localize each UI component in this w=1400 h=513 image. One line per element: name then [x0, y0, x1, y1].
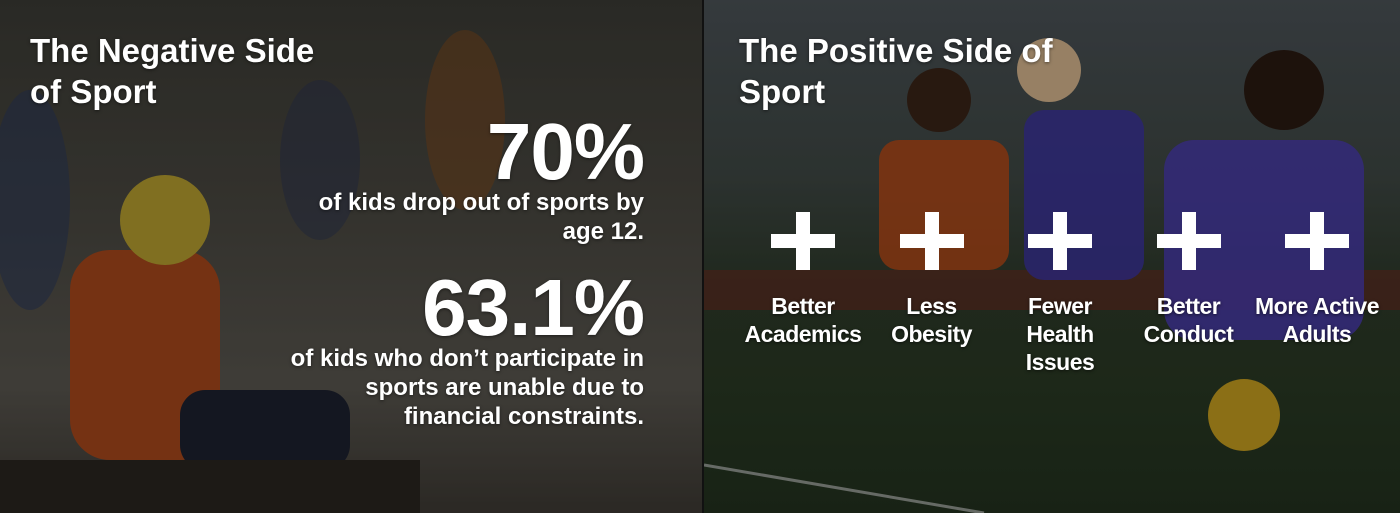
stat: 70% of kids drop out of sports by age 12… [314, 107, 645, 246]
background-photo [0, 30, 505, 513]
positive-panel: The Positive Side of Sport Better Academ… [704, 0, 1400, 513]
plus-icon [1285, 212, 1349, 270]
plus-shape [771, 212, 835, 270]
benefit-label: More Active Adults [1254, 293, 1380, 347]
plus-icon [771, 212, 835, 270]
benefit: More Active Adults [1252, 212, 1382, 348]
stat-text: of kids drop out of sports by age 12. [318, 189, 644, 245]
plus-icon [1156, 212, 1221, 270]
plus-shape [899, 212, 964, 270]
plus-icon [1028, 212, 1092, 270]
panel-title: The Negative Side of Sport [30, 32, 315, 110]
stat-value: 70% [486, 107, 645, 196]
benefit-label: Better Academics [744, 293, 862, 347]
benefit-label: Less Obesity [891, 293, 972, 347]
benefit: Better Academics [738, 212, 868, 348]
stat-text: of kids who don’t participate in sports … [290, 345, 644, 430]
benefit-label: Better Conduct [1143, 293, 1234, 347]
plus-shape [1156, 212, 1221, 270]
plus-icon [899, 212, 964, 270]
stat: 63.1% of kids who don’t participate in s… [264, 263, 645, 431]
benefit-label: Fewer Health Issues [1025, 293, 1095, 375]
plus-shape [1028, 212, 1092, 270]
plus-shape [1285, 212, 1349, 270]
stat-value: 63.1% [422, 263, 645, 352]
benefit: Fewer Health Issues [995, 212, 1125, 376]
panel-title: The Positive Side of Sport [739, 32, 1053, 110]
benefit: Less Obesity [867, 212, 997, 348]
negative-panel: The Negative Side of Sport 70% of kids d… [0, 0, 702, 513]
benefit: Better Conduct [1124, 212, 1254, 348]
